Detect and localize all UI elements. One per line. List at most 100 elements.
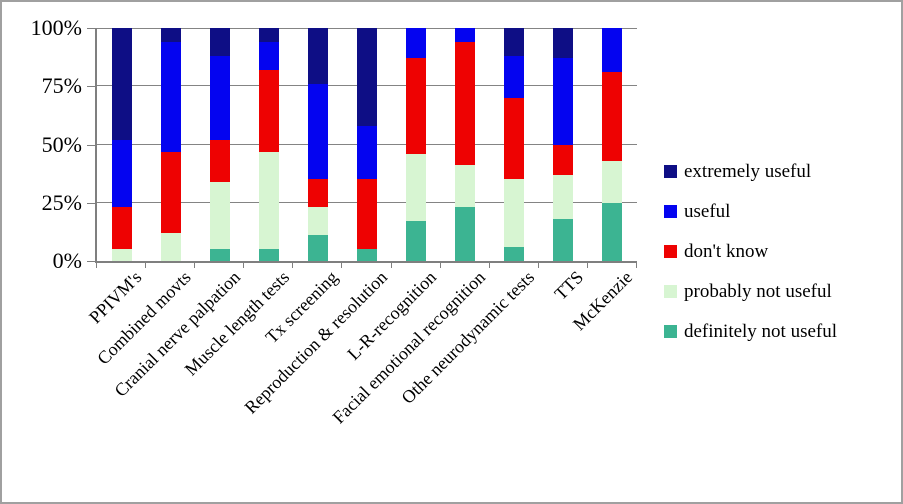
bar-segment-don-t-know [111,207,132,250]
bar-ppivm-s [111,28,132,261]
x-tick [586,262,588,268]
bar-segment-definitely-not-useful [602,202,623,261]
bar-segment-don-t-know [160,151,181,234]
x-tick [145,262,147,268]
bar-segment-useful [602,28,623,73]
bar-othe-neurodynamic-tests [504,28,525,261]
x-tick [439,262,441,268]
bar-segment-definitely-not-useful [307,235,328,261]
x-tick [341,262,343,268]
bar-segment-definitely-not-useful [209,249,230,261]
y-tick-label: 75% [41,73,82,99]
bar-segment-extremely-useful [160,28,181,42]
bar-mckenzie [602,28,623,261]
bar-segment-useful [553,58,574,145]
bar-segment-probably-not-useful [553,174,574,220]
y-tick-label: 100% [30,15,82,40]
bar-segment-extremely-useful [553,28,574,59]
bar-segment-definitely-not-useful [406,221,427,261]
legend-label: don't know [684,241,769,262]
y-tick-label: 0% [52,248,82,273]
bar-segment-don-t-know [209,139,230,182]
bar-segment-probably-not-useful [160,233,181,261]
bar-segment-probably-not-useful [209,181,230,250]
bar-segment-useful [209,55,230,140]
bar-segment-useful [406,28,427,59]
bar-segment-useful [504,55,525,98]
bar-segment-probably-not-useful [602,160,623,203]
x-tick [96,262,97,268]
legend-swatch [664,165,677,178]
bar-segment-don-t-know [553,144,574,175]
legend-item: extremely useful [664,161,837,182]
x-tick [636,262,637,268]
bar-segment-probably-not-useful [111,249,132,261]
bar-segment-probably-not-useful [258,151,279,250]
legend-swatch [664,205,677,218]
y-tick [87,28,95,29]
legend: extremely useful useful don't know probably… [664,161,837,342]
legend-label: definitely not useful [684,321,838,342]
bar-segment-useful [357,125,377,180]
bar-segment-extremely-useful [357,28,377,126]
bar-segment-extremely-useful [111,28,132,140]
bar-segment-don-t-know [455,42,476,166]
bar-segment-useful [455,28,476,42]
bar-segment-extremely-useful [504,28,525,56]
legend-swatch [664,325,677,338]
legend-item: definitely not useful [664,321,837,342]
bar-segment-probably-not-useful [455,165,476,208]
bar-segment-definitely-not-useful [455,207,476,261]
bar-segment-useful [160,42,181,152]
x-tick [292,262,294,268]
legend-item: probably not useful [664,281,837,302]
bar-segment-definitely-not-useful [553,219,574,261]
bar-segment-probably-not-useful [406,153,427,222]
bar-segment-don-t-know [357,179,377,250]
bar-segment-don-t-know [406,58,427,154]
bar-facial-emotional-recognition [455,28,476,261]
bar-reproduction-resolution [357,28,377,261]
x-tick [243,262,245,268]
bar-segment-probably-not-useful [504,179,525,248]
y-tick-label: 25% [41,189,82,215]
legend-item: useful [664,201,837,222]
y-tick [87,86,95,88]
legend-label: useful [684,201,731,222]
bar-segment-useful [258,42,279,70]
bar-segment-definitely-not-useful [258,249,279,261]
x-tick [537,262,539,268]
plot-area [95,28,637,263]
bar-segment-definitely-not-useful [357,249,377,261]
bar-l-r-recognition [406,28,427,261]
bar-muscle-length-tests [258,28,279,261]
legend-label: extremely useful [684,161,812,182]
bar-segment-don-t-know [504,97,525,180]
y-tick [87,144,95,146]
bar-tts [553,28,574,261]
bar-combined-movts [160,28,181,261]
bar-segment-extremely-useful [258,28,279,42]
y-tick-label: 50% [41,131,82,157]
x-tick [390,262,392,268]
bar-segment-extremely-useful [307,28,328,84]
bar-segment-useful [307,83,328,180]
bar-tx-screening [307,28,328,261]
legend-item: don't know [664,241,837,262]
bar-segment-don-t-know [602,72,623,161]
y-tick [87,261,95,262]
bar-segment-useful [111,139,132,208]
bar-segment-probably-not-useful [307,207,328,236]
legend-label: probably not useful [684,281,832,302]
x-tick [488,262,490,268]
bar-segment-don-t-know [258,69,279,152]
bar-segment-extremely-useful [209,28,230,56]
legend-swatch [664,285,677,298]
bar-segment-definitely-not-useful [504,247,525,261]
bar-segment-don-t-know [307,179,328,208]
bar-cranial-nerve-palpation [209,28,230,261]
y-tick [87,202,95,204]
x-tick [194,262,196,268]
legend-swatch [664,245,677,258]
